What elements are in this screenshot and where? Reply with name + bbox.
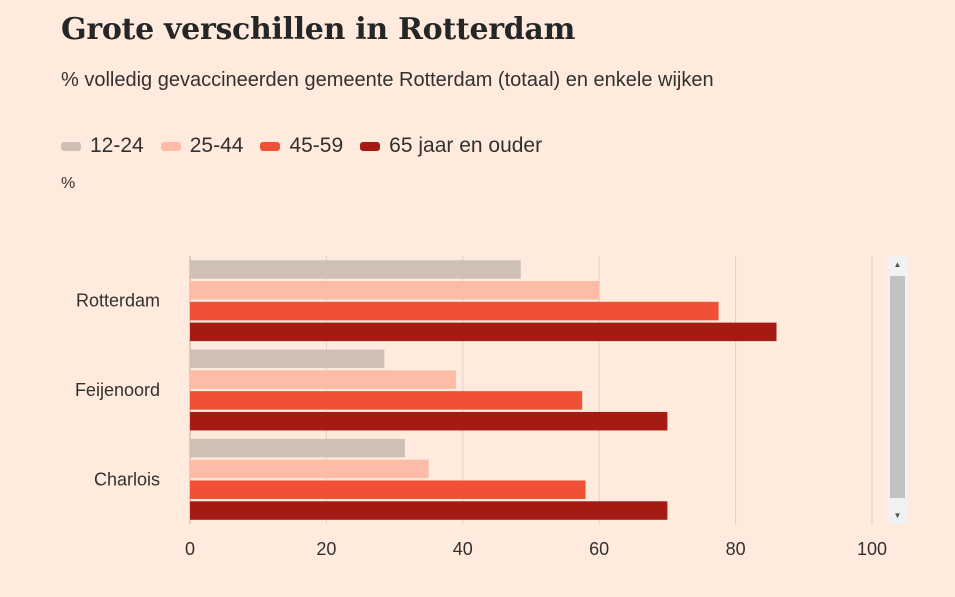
category-label: Charlois: [94, 469, 160, 489]
bar-feijenoord-0: [190, 349, 385, 369]
category-label: Rotterdam: [76, 291, 160, 311]
legend-swatch: [160, 141, 181, 151]
bar-rotterdam-0: [190, 260, 521, 279]
legend-item-65-plus: 65 jaar en ouder: [360, 134, 542, 158]
bar-charlois-3: [190, 501, 668, 520]
legend: 12-24 25-44 45-59 65 jaar en ouder: [61, 134, 559, 158]
x-tick-label: 100: [857, 539, 887, 559]
bar-charlois-1: [190, 459, 429, 479]
x-tick-label: 40: [453, 539, 473, 559]
category-label: Feijenoord: [75, 380, 160, 400]
legend-label: 25-44: [189, 134, 244, 157]
bar-rotterdam-3: [190, 322, 777, 342]
legend-label: 65 jaar en ouder: [389, 134, 543, 157]
legend-label: 12-24: [90, 134, 144, 157]
legend-swatch: [260, 141, 281, 151]
vertical-scrollbar[interactable]: ▲ ▼: [887, 256, 908, 524]
bars: [190, 260, 777, 520]
bar-rotterdam-1: [190, 281, 600, 300]
bar-charlois-2: [190, 480, 586, 499]
x-tick-label: 20: [316, 539, 336, 559]
legend-item-45-59: 45-59: [260, 134, 343, 158]
x-tick-label: 80: [726, 539, 746, 559]
x-tick-label: 0: [185, 539, 195, 559]
chart-title: Grote verschillen in Rotterdam: [61, 12, 576, 47]
legend-swatch: [61, 141, 81, 151]
legend-item-12-24: 12-24: [61, 134, 144, 158]
legend-label: 45-59: [289, 134, 344, 157]
scroll-thumb[interactable]: [890, 276, 905, 498]
legend-item-25-44: 25-44: [160, 134, 244, 158]
bar-feijenoord-1: [190, 370, 456, 389]
legend-swatch: [360, 141, 381, 151]
category-labels: Rotterdam Feijenoord Charlois: [75, 291, 160, 490]
bar-feijenoord-2: [190, 391, 583, 410]
bar-feijenoord-3: [190, 411, 668, 431]
x-axis-ticks: 0 20 40 60 80 100: [185, 539, 887, 559]
chart-subtitle: % volledig gevaccineerden gemeente Rotte…: [61, 69, 714, 91]
scroll-down-icon[interactable]: ▼: [893, 511, 902, 520]
unit-label: %: [61, 175, 76, 192]
x-tick-label: 60: [589, 539, 609, 559]
bar-rotterdam-2: [190, 301, 719, 321]
gridlines: [189, 256, 873, 524]
bar-charlois-0: [190, 438, 405, 458]
scroll-up-icon[interactable]: ▲: [893, 260, 902, 269]
